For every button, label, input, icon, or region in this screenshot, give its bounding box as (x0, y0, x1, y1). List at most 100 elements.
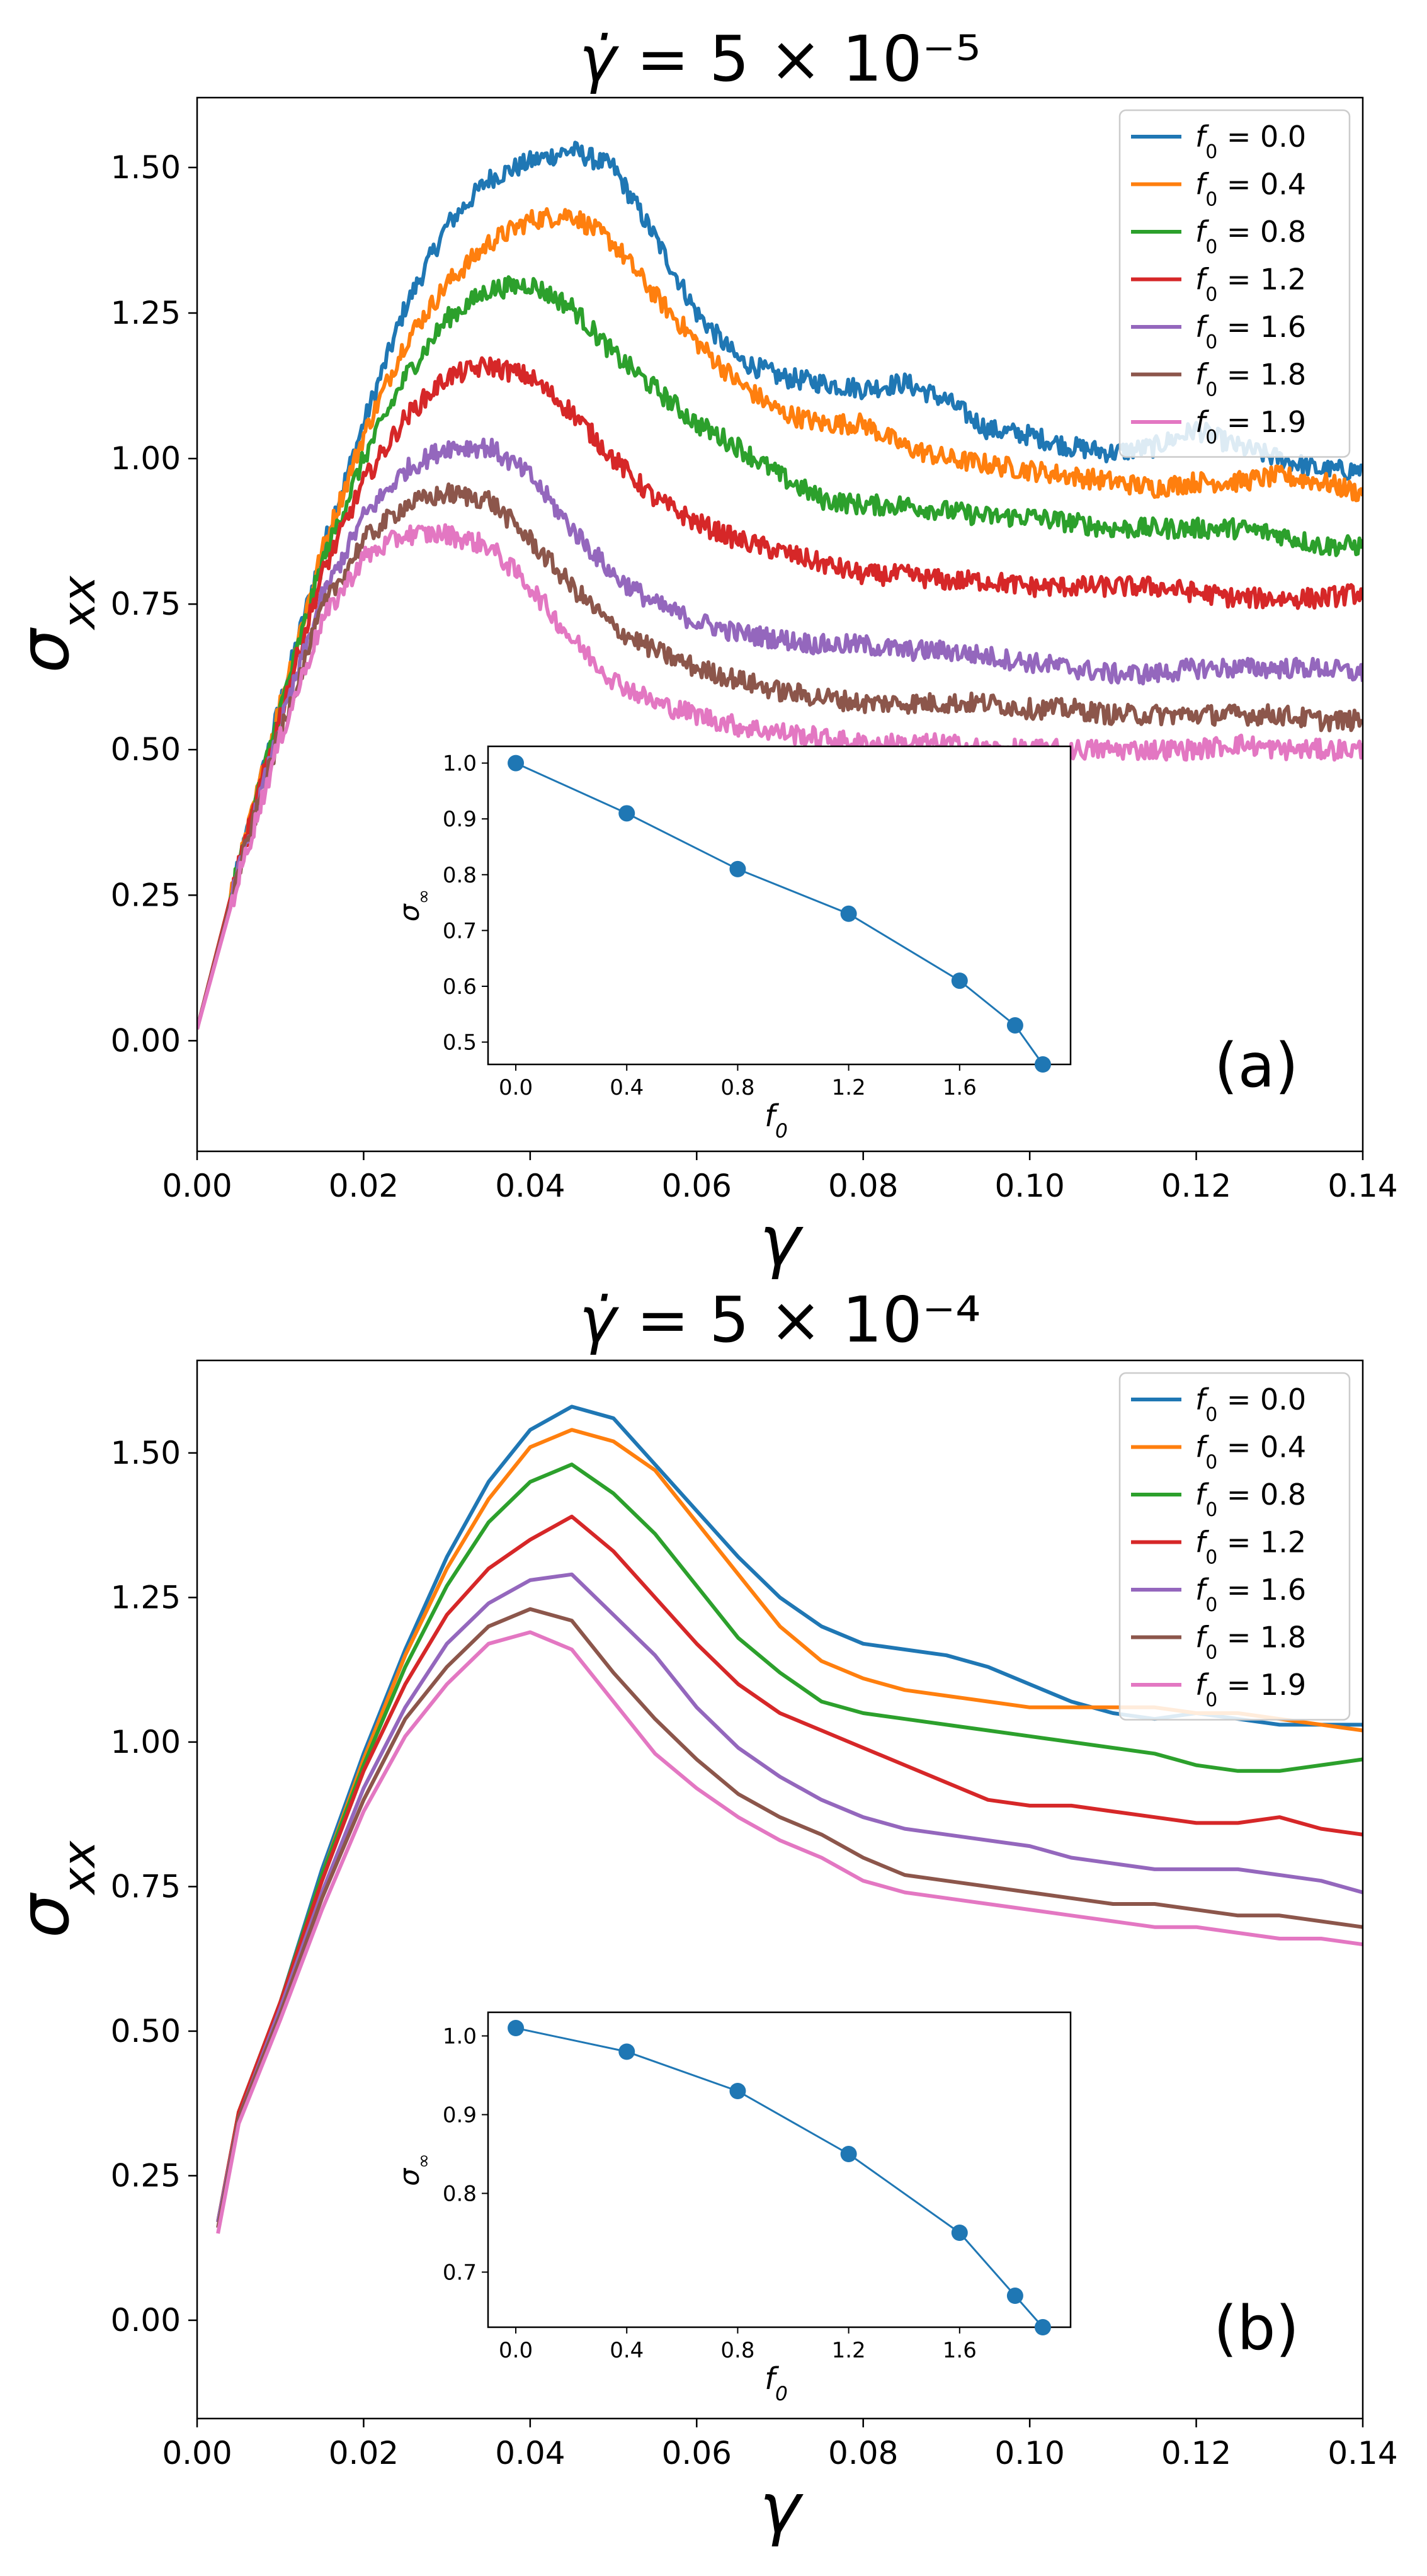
series-line-01.8 (216, 1607, 1363, 2228)
legend-entry: f0 = 0.8 (1195, 215, 1306, 258)
inset-y-label-group: σ∞ (394, 2153, 434, 2186)
inset-point (729, 860, 746, 877)
inset-point (508, 2020, 525, 2036)
x-tick-label: 0.02 (329, 1168, 399, 1204)
x-tick-label: 0.14 (1328, 2435, 1397, 2471)
legend-entry: f0 = 0.0 (1195, 1382, 1306, 1426)
inset-frame (487, 745, 1072, 1066)
y-tick-label: 1.50 (111, 1435, 181, 1471)
y-tick-label: 0.50 (111, 2013, 181, 2049)
inset-y-tick-label: 0.8 (443, 863, 477, 888)
inset-x-tick-label: 1.6 (943, 2338, 977, 2363)
series-line-00.8 (197, 275, 1363, 1030)
legend-box (1118, 109, 1351, 458)
panel-title: γ̇ = 5 × 10⁻⁵ (579, 22, 981, 96)
inset-y-tick-label: 0.7 (443, 2260, 477, 2286)
x-tick-label: 0.08 (828, 1168, 898, 1204)
inset-point (951, 972, 968, 989)
inset-x-tick-label: 0.4 (610, 1075, 644, 1100)
panel-a: 0.00 0.02 0.04 0.06 0.08 0.10 0.12 0.14 0.00 0.25… (4, 22, 1398, 1281)
y-tick-label: 1.25 (111, 1579, 181, 1616)
inset-x-tick-label: 1.2 (832, 2338, 866, 2363)
panel-label: (b) (1214, 2293, 1299, 2364)
series-group (197, 140, 1363, 1030)
inset-point (1034, 2319, 1051, 2335)
inset-y-tick-label: 0.9 (443, 807, 477, 832)
inset-y-tick-label: 0.6 (443, 974, 477, 1000)
x-tick-label: 0.00 (162, 2435, 232, 2471)
inset-point (508, 755, 525, 772)
y-axis-label: σxx (4, 576, 105, 673)
series-line-01.6 (197, 437, 1363, 1030)
y-axis-label-group: σxx (4, 576, 105, 673)
legend-entry: f0 = 1.2 (1195, 263, 1306, 306)
x-tick-label: 0.08 (828, 2435, 898, 2471)
x-axis-label: γ (759, 2468, 804, 2548)
x-tick-label: 0.06 (662, 2435, 732, 2471)
inset-y-label-group: σ∞ (394, 889, 434, 922)
inset-x-tick-label: 0.8 (720, 2338, 754, 2363)
x-axis-label: γ (759, 1200, 804, 1281)
y-tick-label: 0.00 (111, 2302, 181, 2339)
panel-title: γ̇ = 5 × 10⁻⁴ (579, 1283, 981, 1357)
inset-point (618, 805, 635, 822)
inset-point (618, 2043, 635, 2060)
inset-point (840, 905, 857, 922)
inset-x-tick-label: 0.8 (720, 1075, 754, 1100)
inset-point (729, 2083, 746, 2099)
x-tick-label: 0.04 (495, 1168, 565, 1204)
inset-y-tick-label: 0.7 (443, 918, 477, 943)
y-tick-label: 1.25 (111, 295, 181, 331)
x-tick-label: 0.14 (1328, 1168, 1397, 1204)
x-tick-label: 0.12 (1161, 2435, 1231, 2471)
series-line-01.2 (216, 1514, 1363, 2223)
panel-title-group: γ̇ = 5 × 10⁻⁵ (579, 22, 981, 96)
y-tick-label: 0.25 (111, 877, 181, 913)
panel-b: 0.00 0.02 0.04 0.06 0.08 0.10 0.12 0.14 0.00 0.25… (4, 1283, 1398, 2548)
y-tick-label: 0.25 (111, 2157, 181, 2194)
legend-entry: f0 = 1.9 (1195, 1668, 1306, 1711)
inset-point (1006, 1017, 1023, 1034)
panel-title-group: γ̇ = 5 × 10⁻⁴ (579, 1283, 981, 1357)
inset-x-tick-label: 1.6 (943, 1075, 977, 1100)
legend: f0 = 0.0f0 = 0.4f0 = 0.8f0 = 1.2f0 = 1.6… (1118, 109, 1351, 458)
inset-y-tick-label: 0.9 (443, 2103, 477, 2128)
inset-frame (487, 2011, 1072, 2328)
legend-entry: f0 = 1.2 (1195, 1525, 1306, 1569)
series-line-01.2 (197, 356, 1363, 1030)
y-tick-label: 0.50 (111, 731, 181, 768)
x-tick-label: 0.06 (662, 1168, 732, 1204)
inset: 0.0 0.4 0.8 1.2 1.6 0.7 0.8 0.9 1.0 f0 σ∞ (394, 2011, 1072, 2405)
inset-x-tick-label: 1.2 (832, 1075, 866, 1100)
legend: f0 = 0.0f0 = 0.4f0 = 0.8f0 = 1.2f0 = 1.6… (1118, 1372, 1351, 1721)
legend-entry: f0 = 0.4 (1195, 168, 1306, 211)
inset-x-tick-label: 0.4 (610, 2338, 644, 2363)
plot-frame (196, 1359, 1364, 2420)
x-tick-label: 0.04 (495, 2435, 565, 2471)
panel-label: (a) (1214, 1030, 1299, 1101)
inset: 0.0 0.4 0.8 1.2 1.6 0.5 0.6 0.7 0.8 0.9 1.0 f0 σ∞ (394, 745, 1072, 1143)
y-axis-label: σxx (4, 1840, 105, 1938)
x-tick-label: 0.10 (994, 2435, 1064, 2471)
y-tick-label: 0.00 (111, 1022, 181, 1059)
inset-y-tick-label: 0.5 (443, 1030, 477, 1056)
y-tick-label: 1.00 (111, 1724, 181, 1760)
series-line-00.4 (197, 207, 1363, 1030)
legend-entry: f0 = 0.4 (1195, 1430, 1306, 1474)
inset-x-tick-label: 0.0 (499, 2338, 533, 2363)
y-tick-label: 1.50 (111, 149, 181, 186)
x-tick-label: 0.02 (329, 2435, 399, 2471)
y-tick-label: 0.75 (111, 1868, 181, 1905)
inset-x-tick-label: 0.0 (499, 1075, 533, 1100)
inset-x-label: f0 (765, 1098, 788, 1143)
series-line-01.9 (197, 523, 1363, 1030)
inset-y-tick-label: 1.0 (443, 2024, 477, 2049)
series-line-01.6 (216, 1572, 1363, 2223)
inset-point (1034, 1056, 1051, 1073)
y-axis-label-group: σxx (4, 1840, 105, 1938)
x-tick-label: 0.12 (1161, 1168, 1231, 1204)
inset-y-label: σ∞ (394, 889, 434, 922)
series-line-01.8 (197, 482, 1363, 1030)
inset-point (1006, 2288, 1023, 2304)
